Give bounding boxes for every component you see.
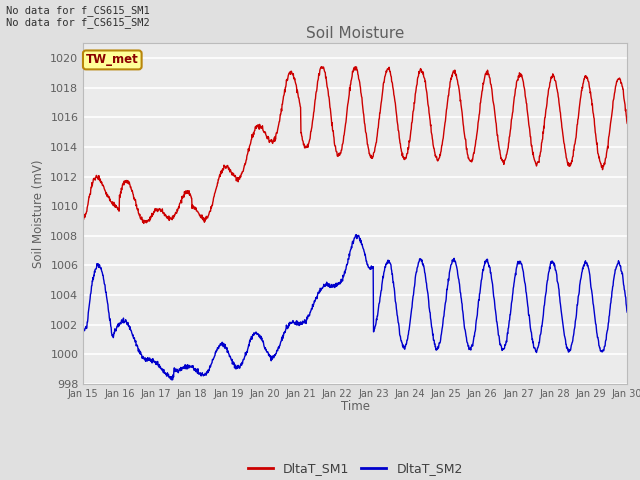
Text: TW_met: TW_met — [86, 53, 139, 66]
Text: No data for f_CS615_SM1
No data for f_CS615_SM2: No data for f_CS615_SM1 No data for f_CS… — [6, 5, 150, 28]
Title: Soil Moisture: Soil Moisture — [306, 25, 404, 41]
X-axis label: Time: Time — [340, 400, 370, 413]
Y-axis label: Soil Moisture (mV): Soil Moisture (mV) — [31, 159, 45, 268]
Legend: DltaT_SM1, DltaT_SM2: DltaT_SM1, DltaT_SM2 — [243, 457, 468, 480]
